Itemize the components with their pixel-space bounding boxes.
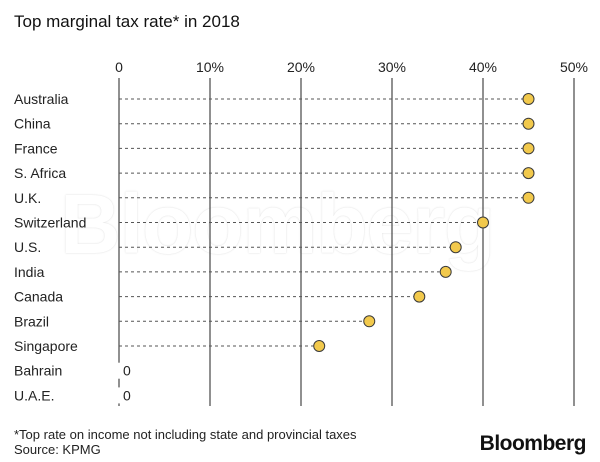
row-label-u-s: U.S. bbox=[14, 239, 41, 255]
zero-value-label-bahrain: 0 bbox=[123, 363, 131, 379]
data-point-australia bbox=[522, 93, 535, 105]
brand-logo: Bloomberg bbox=[479, 432, 587, 455]
x-tick-label-40: 40% bbox=[469, 59, 497, 75]
data-point-france bbox=[522, 142, 535, 155]
footnote: *Top rate on income not including state … bbox=[14, 427, 357, 442]
row-label-france: France bbox=[14, 140, 58, 156]
row-label-singapore: Singapore bbox=[14, 338, 78, 354]
data-point-singapore bbox=[313, 340, 326, 352]
x-tick-label-30: 30% bbox=[378, 59, 406, 75]
row-label-canada: Canada bbox=[14, 289, 63, 305]
data-point-brazil bbox=[363, 315, 376, 328]
data-point-u-s bbox=[449, 241, 462, 254]
zero-mask-u-a-e bbox=[115, 387, 131, 404]
row-label-switzerland: Switzerland bbox=[14, 215, 86, 231]
x-tick-label-0: 0 bbox=[115, 59, 123, 75]
data-point-switzerland bbox=[477, 216, 489, 229]
zero-value-label-u-a-e: 0 bbox=[123, 387, 131, 403]
data-point-canada bbox=[413, 290, 426, 303]
source-note: Source: KPMG bbox=[14, 442, 101, 457]
row-label-s-africa: S. Africa bbox=[14, 165, 66, 181]
chart-title: Top marginal tax rate* in 2018 bbox=[14, 12, 240, 31]
zero-mask-bahrain bbox=[115, 362, 131, 379]
row-label-brazil: Brazil bbox=[14, 313, 49, 329]
row-label-bahrain: Bahrain bbox=[14, 363, 62, 379]
row-label-china: China bbox=[14, 116, 51, 132]
row-label-australia: Australia bbox=[14, 91, 69, 107]
data-point-s-africa bbox=[522, 167, 535, 180]
x-tick-label-10: 10% bbox=[196, 59, 224, 75]
data-point-india bbox=[439, 265, 452, 278]
x-tick-label-20: 20% bbox=[287, 59, 315, 75]
row-label-india: India bbox=[14, 264, 45, 280]
data-point-u-k bbox=[522, 191, 535, 204]
row-label-u-a-e: U.A.E. bbox=[14, 387, 54, 403]
data-point-china bbox=[522, 117, 535, 130]
row-label-u-k: U.K. bbox=[14, 190, 41, 206]
x-tick-label-50: 50% bbox=[560, 59, 588, 75]
